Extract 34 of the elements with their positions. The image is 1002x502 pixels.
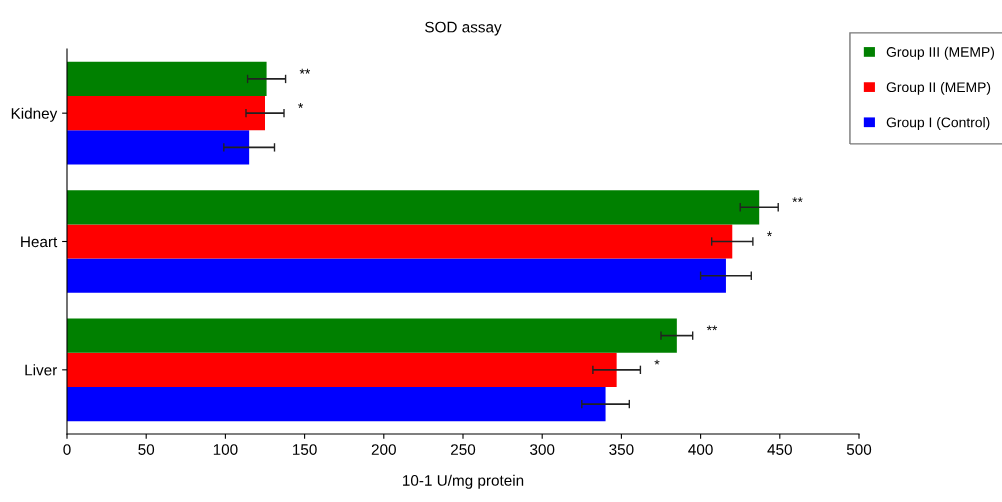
bar	[67, 318, 677, 353]
annotation: **	[706, 325, 718, 331]
annotation: *	[298, 103, 304, 108]
chart-title: SOD assay	[425, 21, 502, 36]
x-tick-label: 150	[293, 444, 317, 455]
annotation: *	[766, 231, 772, 237]
bar	[67, 224, 733, 259]
legend-label: Group II (MEMP)	[886, 81, 991, 95]
x-tick-label: 0	[63, 444, 71, 455]
x-tick-label: 400	[688, 444, 713, 455]
x-tick-label: 500	[846, 444, 872, 455]
x-tick-label: 250	[451, 444, 476, 455]
x-tick-label: 50	[138, 444, 155, 455]
legend-label: Group I (Control)	[886, 117, 990, 131]
bar	[67, 61, 267, 97]
bar	[67, 386, 606, 422]
bar	[67, 352, 617, 387]
bar	[67, 190, 760, 225]
y-tick-label: Heart	[21, 236, 58, 248]
bar	[67, 258, 726, 293]
annotation: *	[654, 359, 660, 365]
x-tick-label: 350	[609, 444, 634, 455]
x-tick-label: 200	[371, 444, 396, 455]
legend-label: Group III (MEMP)	[886, 46, 995, 60]
annotation: **	[792, 197, 803, 203]
bar	[67, 96, 265, 131]
y-tick-label: Liver	[25, 364, 58, 376]
annotation: **	[299, 68, 311, 74]
x-tick-label: 100	[213, 444, 238, 455]
x-axis-title: 10-1 U/mg protein	[403, 474, 524, 489]
y-tick-label: Kidney	[11, 107, 58, 122]
x-tick-label: 300	[530, 444, 555, 455]
x-tick-label: 450	[767, 444, 792, 455]
bar	[67, 130, 250, 165]
